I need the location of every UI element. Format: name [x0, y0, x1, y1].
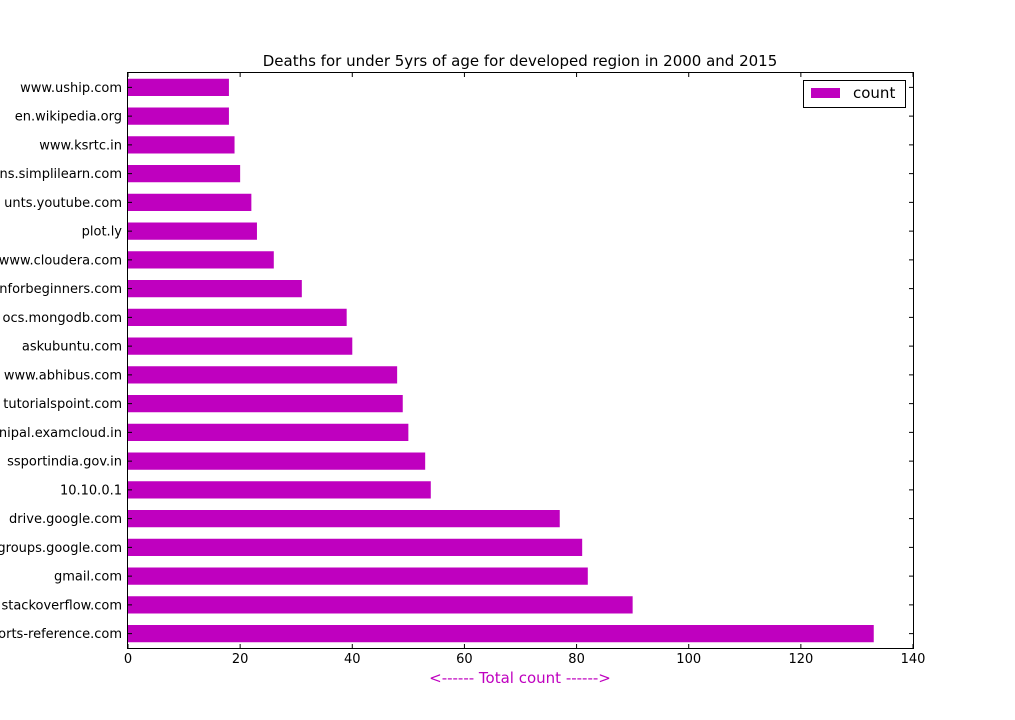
y-tick-label: tutorialspoint.com [3, 397, 122, 412]
y-tick-label: www.abhibus.com [4, 368, 122, 383]
x-tick-label: 0 [124, 652, 132, 667]
y-tick-label: 10.10.0.1 [60, 483, 122, 498]
y-tick-label: ocs.mongodb.com [3, 311, 122, 326]
y-tick-label: gmail.com [54, 570, 122, 585]
x-tick-label: 60 [456, 652, 473, 667]
bar [128, 222, 257, 240]
x-tick-label: 100 [676, 652, 701, 667]
bar [128, 366, 398, 384]
x-tick-label: 40 [344, 652, 361, 667]
y-tick-label: drive.google.com [9, 512, 122, 527]
legend: count [803, 80, 906, 108]
bars-layer [128, 78, 874, 643]
bar [128, 567, 588, 585]
y-tick-label: www.uship.com [20, 81, 122, 96]
x-tick-label: 120 [788, 652, 813, 667]
bar [128, 481, 431, 499]
y-tick-label: ssportindia.gov.in [7, 455, 122, 470]
bar [128, 452, 426, 470]
bar [128, 337, 353, 355]
y-tick-label: plot.ly [82, 225, 123, 240]
bar [128, 107, 229, 125]
legend-label: count [853, 84, 895, 102]
bar [128, 280, 302, 298]
plot-area-frame [127, 72, 914, 649]
x-tick-label: 80 [568, 652, 585, 667]
legend-swatch [811, 88, 840, 98]
bar [128, 193, 252, 211]
y-tick-label: ns.simplilearn.com [0, 167, 122, 182]
legend-box [803, 80, 906, 108]
chart-title: Deaths for under 5yrs of age for develop… [263, 52, 778, 70]
y-tick-label: unts.youtube.com [4, 196, 122, 211]
y-tick-label: www.ksrtc.in [39, 138, 122, 153]
y-tick-label: nipal.examcloud.in [0, 426, 122, 441]
y-tick-label: stackoverflow.com [1, 598, 122, 613]
bar [128, 538, 583, 556]
bar [128, 510, 560, 528]
y-axis-ticks: www.uship.com en.wikipedia.org www.ksrtc.i… [0, 81, 913, 642]
x-tick-label: 140 [901, 652, 926, 667]
x-axis-ticks: 0 20 40 60 80 100 120 140 [124, 73, 926, 667]
y-tick-label: orts-reference.com [0, 627, 122, 642]
y-tick-label: groups.google.com [0, 541, 122, 556]
bar [128, 596, 633, 614]
y-tick-label: en.wikipedia.org [15, 110, 122, 125]
bar [128, 625, 874, 643]
x-tick-label: 20 [232, 652, 249, 667]
bar [128, 395, 403, 413]
x-axis-label: <------ Total count ------> [429, 669, 611, 687]
y-tick-label: nforbeginners.com [0, 282, 122, 297]
bar [128, 423, 409, 441]
bar [128, 251, 274, 269]
bar [128, 136, 235, 154]
bar [128, 308, 347, 326]
y-tick-label: www.cloudera.com [0, 253, 122, 268]
bar [128, 165, 241, 183]
y-tick-label: askubuntu.com [22, 340, 122, 355]
bar [128, 78, 229, 96]
